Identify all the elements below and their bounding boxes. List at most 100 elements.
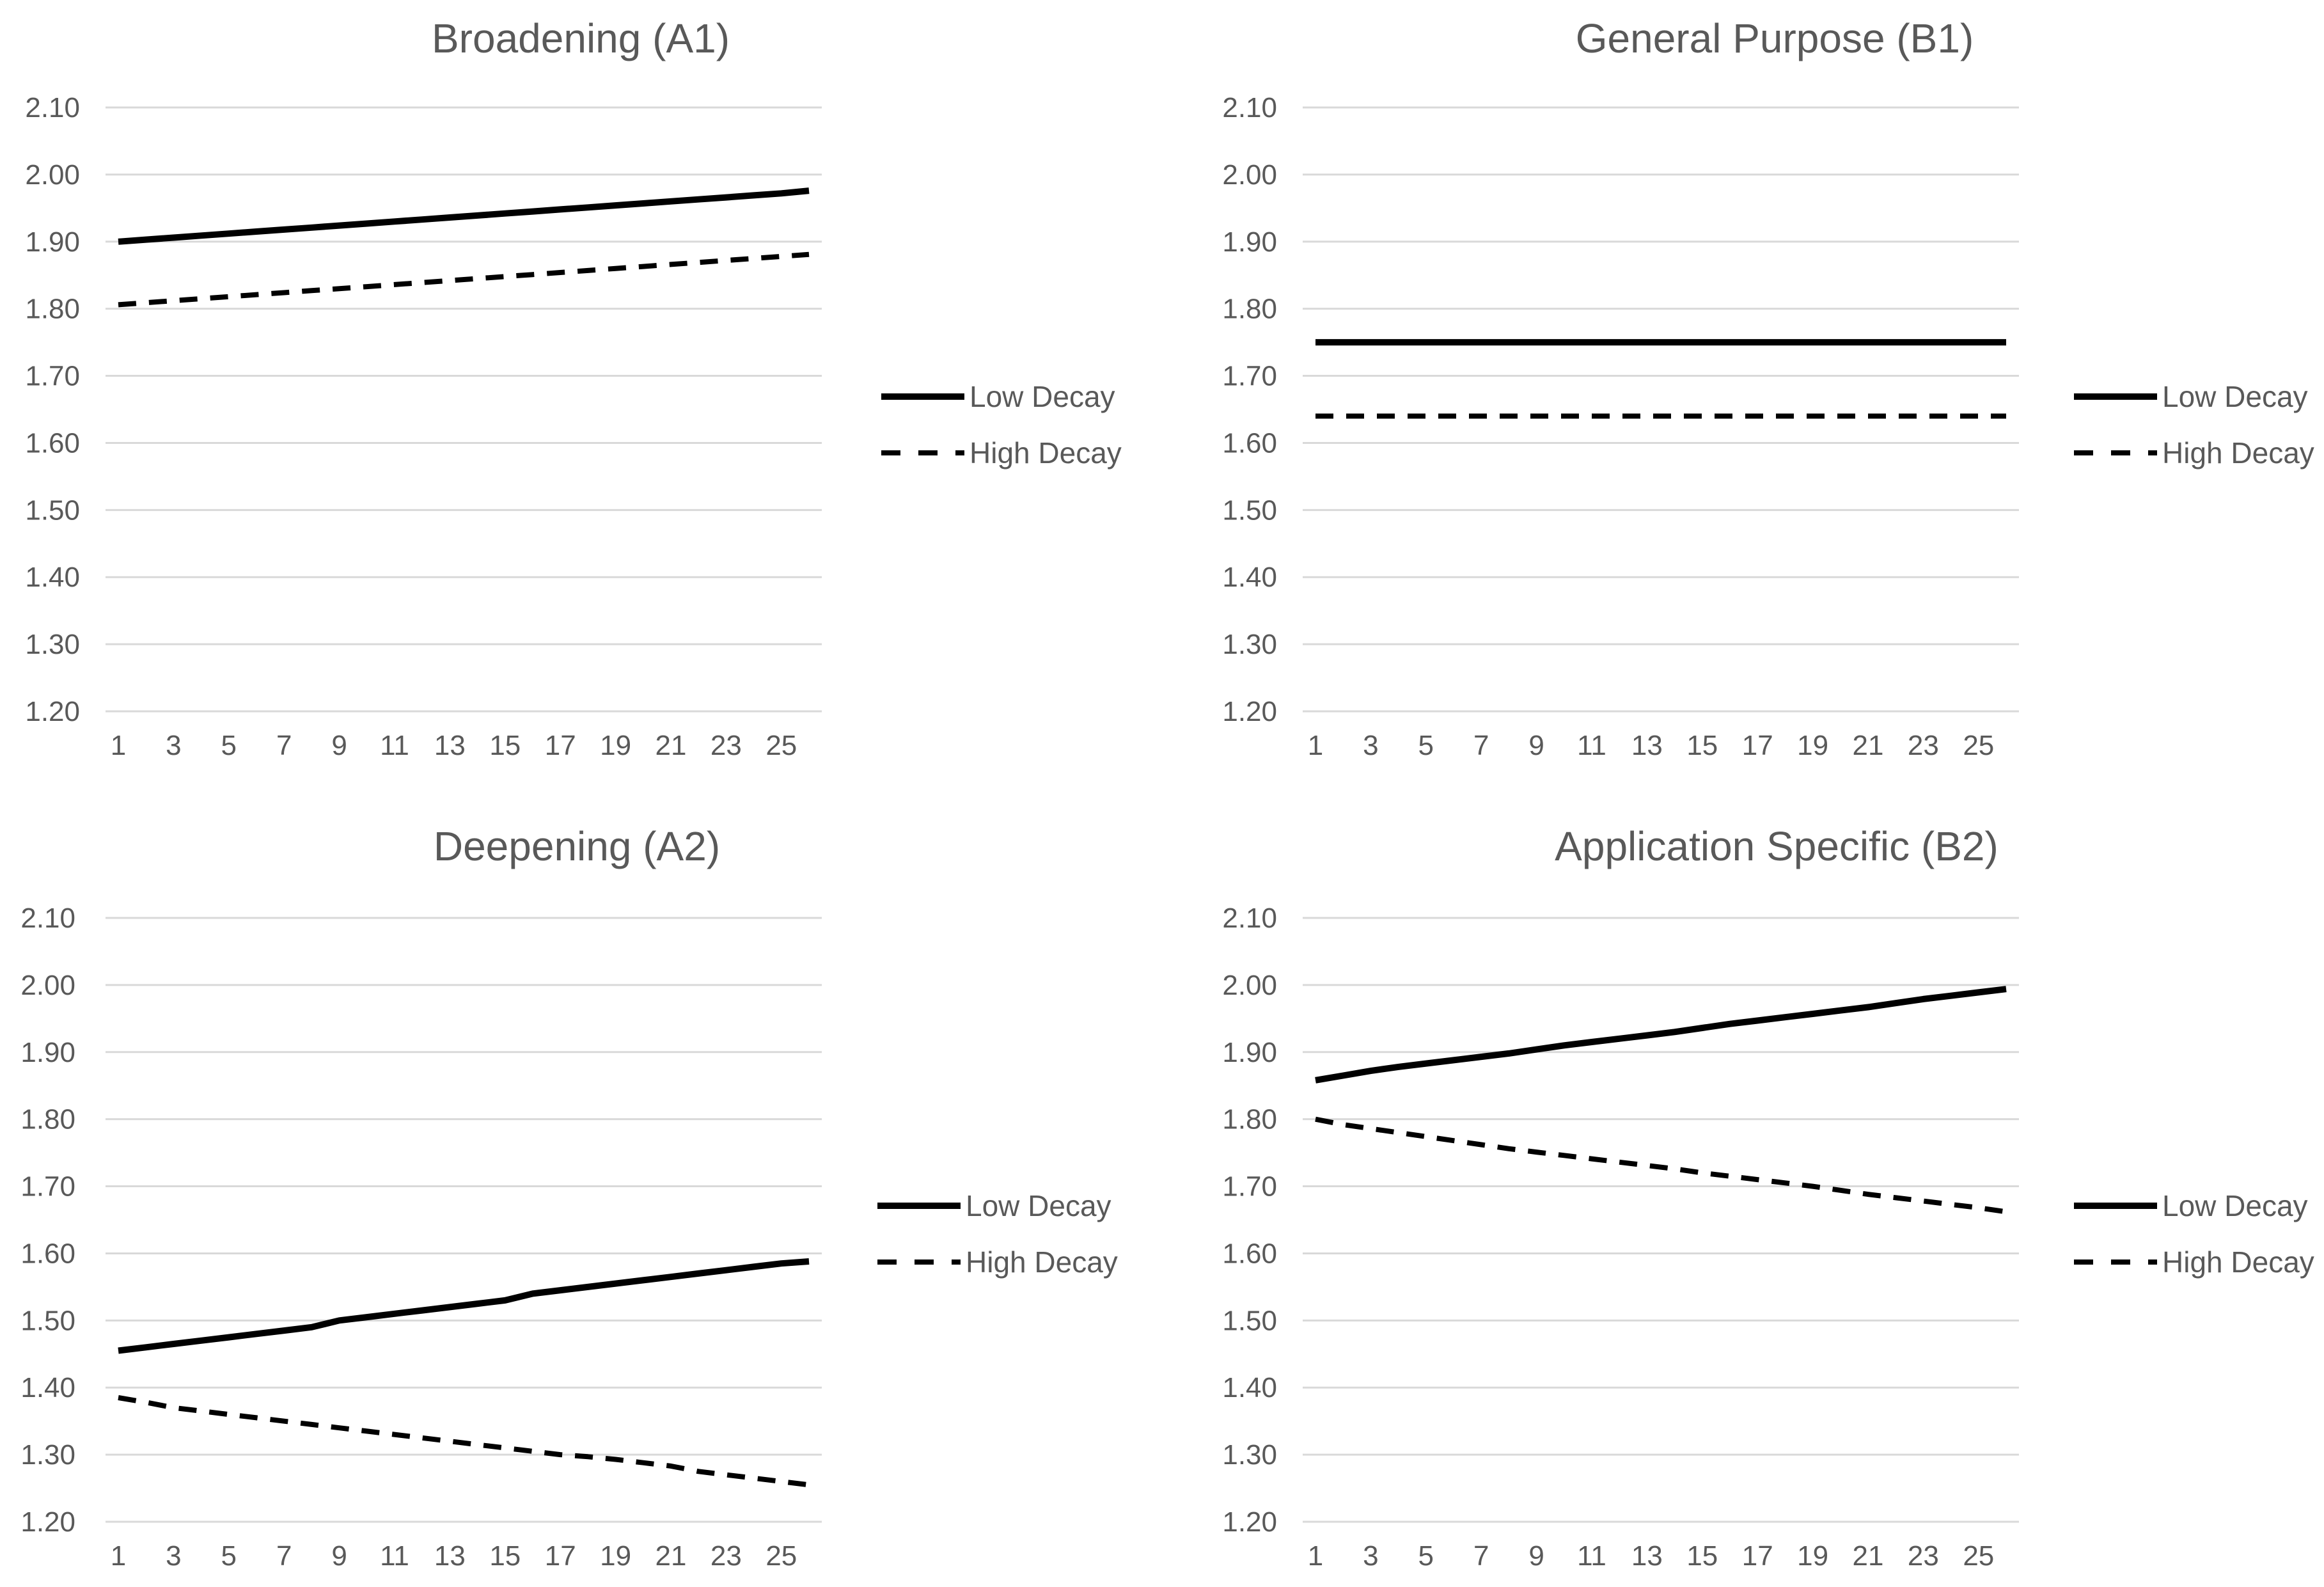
y-tick-label: 1.30: [25, 629, 80, 660]
x-tick-label: 1: [1308, 1540, 1323, 1572]
x-tick-label: 5: [221, 1540, 237, 1572]
series-line-high-decay: [118, 1395, 810, 1488]
x-tick-label: 23: [711, 1540, 742, 1572]
y-tick-label: 1.50: [25, 494, 80, 526]
x-tick-label: 9: [1528, 1540, 1544, 1572]
y-tick-label: 1.30: [1222, 1439, 1277, 1471]
series-line-low-decay: [118, 1258, 810, 1354]
x-tick-label: 7: [276, 730, 292, 761]
y-tick-label: 1.30: [1222, 629, 1277, 660]
chart-title: Deepening (A2): [434, 823, 720, 869]
y-tick-label: 1.80: [1222, 1104, 1277, 1135]
x-tick-label: 9: [1528, 730, 1544, 761]
y-tick-label: 1.50: [1222, 1305, 1277, 1336]
x-tick-label: 23: [1908, 1540, 1939, 1572]
x-tick-label: 25: [1963, 1540, 1994, 1572]
series-line-high-decay: [1315, 1116, 2007, 1215]
y-tick-label: 1.50: [20, 1305, 75, 1336]
y-tick-label: 1.60: [1222, 1238, 1277, 1269]
legend-label-high-decay: High Decay: [2162, 436, 2314, 470]
x-tick-label: 17: [545, 1540, 576, 1572]
x-tick-label: 15: [1686, 730, 1718, 761]
x-tick-label: 21: [1853, 730, 1884, 761]
y-tick-label: 1.60: [1222, 427, 1277, 459]
x-tick-label: 23: [711, 730, 742, 761]
x-tick-label: 21: [656, 730, 687, 761]
y-tick-label: 1.60: [20, 1238, 75, 1269]
chart-title: Broadening (A1): [432, 15, 730, 61]
y-tick-label: 2.10: [20, 903, 75, 934]
y-tick-label: 1.90: [20, 1037, 75, 1068]
y-tick-label: 1.40: [1222, 562, 1277, 593]
y-tick-label: 1.70: [20, 1171, 75, 1203]
x-tick-label: 3: [166, 730, 181, 761]
x-tick-label: 19: [1797, 730, 1828, 761]
y-tick-label: 1.70: [25, 361, 80, 392]
y-tick-label: 1.20: [25, 696, 80, 727]
y-tick-label: 1.60: [25, 427, 80, 459]
x-tick-label: 5: [221, 730, 237, 761]
y-tick-label: 2.10: [25, 92, 80, 123]
chart-panel-general-purpose: 2.10 2.00 1.90 1.80 1.70 1.60 1.50 1.40 1.30 1.20…: [1222, 15, 2314, 761]
y-tick-label: 2.10: [1222, 92, 1277, 123]
y-tick-label: 1.80: [1222, 294, 1277, 325]
x-tick-label: 25: [1963, 730, 1994, 761]
x-tick-label: 15: [489, 730, 521, 761]
y-tick-label: 2.00: [1222, 970, 1277, 1001]
x-tick-label: 11: [380, 1540, 409, 1572]
y-tick-label: 1.90: [1222, 226, 1277, 258]
x-tick-label: 3: [1363, 730, 1378, 761]
x-tick-label: 17: [545, 730, 576, 761]
x-tick-label: 11: [380, 730, 409, 761]
x-tick-label: 15: [489, 1540, 521, 1572]
y-tick-label: 2.00: [20, 970, 75, 1001]
x-tick-label: 3: [166, 1540, 181, 1572]
chart-panel-broadening: 2.10 2.00 1.90 1.80 1.70 1.60 1.50 1.40 1.30 1.20…: [25, 15, 1121, 761]
x-tick-label: 7: [276, 1540, 292, 1572]
chart-panel-deepening: 2.10 2.00 1.90 1.80 1.70 1.60 1.50 1.40 1.30 1.20…: [20, 823, 1117, 1572]
x-tick-label: 11: [1577, 730, 1606, 761]
x-tick-label: 13: [1631, 730, 1663, 761]
y-tick-label: 1.90: [1222, 1037, 1277, 1068]
x-tick-label: 9: [331, 730, 347, 761]
x-tick-label: 17: [1742, 1540, 1773, 1572]
series-line-low-decay: [118, 187, 810, 245]
y-tick-label: 1.20: [1222, 1506, 1277, 1538]
legend-label-low-decay: Low Decay: [2162, 1189, 2308, 1222]
x-tick-label: 17: [1742, 730, 1773, 761]
y-tick-label: 2.00: [25, 159, 80, 191]
legend-label-low-decay: Low Decay: [2162, 380, 2308, 413]
chart-title: Application Specific (B2): [1555, 823, 1998, 869]
legend-label-high-decay: High Decay: [970, 436, 1122, 470]
legend-label-high-decay: High Decay: [2162, 1245, 2314, 1279]
x-tick-label: 1: [111, 730, 126, 761]
legend-label-high-decay: High Decay: [966, 1245, 1118, 1279]
x-tick-label: 1: [111, 1540, 126, 1572]
y-tick-label: 2.00: [1222, 159, 1277, 191]
series-line-high-decay: [118, 251, 810, 308]
x-tick-label: 13: [1631, 1540, 1663, 1572]
x-tick-label: 1: [1308, 730, 1323, 761]
legend-label-low-decay: Low Decay: [970, 380, 1115, 413]
x-tick-label: 7: [1473, 730, 1489, 761]
x-tick-label: 15: [1686, 1540, 1718, 1572]
y-tick-label: 2.10: [1222, 903, 1277, 934]
chart-panel-application-specific: 2.10 2.00 1.90 1.80 1.70 1.60 1.50 1.40 1.30 1.20…: [1222, 823, 2314, 1572]
x-tick-label: 9: [331, 1540, 347, 1572]
x-tick-label: 3: [1363, 1540, 1378, 1572]
y-tick-label: 1.80: [25, 294, 80, 325]
y-tick-label: 1.90: [25, 226, 80, 258]
y-tick-label: 1.70: [1222, 1171, 1277, 1203]
y-tick-label: 1.30: [20, 1439, 75, 1471]
x-tick-label: 23: [1908, 730, 1939, 761]
x-tick-label: 25: [766, 730, 797, 761]
x-tick-label: 19: [600, 730, 631, 761]
x-tick-label: 5: [1418, 1540, 1434, 1572]
x-tick-label: 25: [766, 1540, 797, 1572]
x-tick-label: 13: [434, 1540, 466, 1572]
x-tick-label: 7: [1473, 1540, 1489, 1572]
y-tick-label: 1.80: [20, 1104, 75, 1135]
x-tick-label: 21: [656, 1540, 687, 1572]
legend-label-low-decay: Low Decay: [966, 1189, 1111, 1222]
